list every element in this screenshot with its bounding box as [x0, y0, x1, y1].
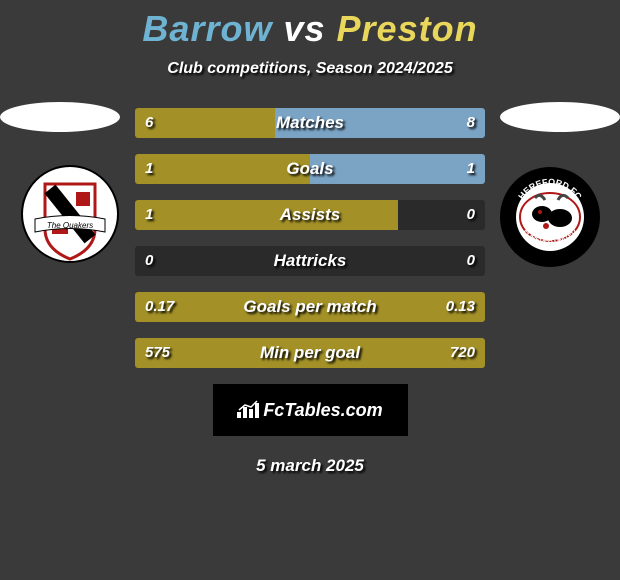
brand-text: FcTables.com — [263, 400, 382, 421]
bar-row: 6Matches8 — [135, 108, 485, 138]
bar-row: 575Min per goal720 — [135, 338, 485, 368]
bar-label: Goals — [135, 154, 485, 184]
bar-value-right: 1 — [467, 154, 475, 184]
bar-value-right: 0 — [467, 246, 475, 276]
bar-row: 1Goals1 — [135, 154, 485, 184]
bar-value-right: 720 — [450, 338, 475, 368]
ellipse-right — [500, 102, 620, 132]
bar-value-right: 0 — [467, 200, 475, 230]
chart-icon — [237, 400, 259, 421]
bar-row: 0.17Goals per match0.13 — [135, 292, 485, 322]
team-b-name: Preston — [337, 8, 478, 49]
bar-label: Assists — [135, 200, 485, 230]
bar-row: 1Assists0 — [135, 200, 485, 230]
subtitle: Club competitions, Season 2024/2025 — [0, 60, 620, 78]
comparison-bars: 6Matches81Goals11Assists00Hattricks00.17… — [135, 108, 485, 368]
bar-value-right: 0.13 — [446, 292, 475, 322]
bar-label: Hattricks — [135, 246, 485, 276]
footer-date: 5 march 2025 — [0, 456, 620, 476]
bar-value-right: 8 — [467, 108, 475, 138]
content-area: The Quakers HEREFORD FC FOREVER UNITED 6… — [0, 108, 620, 476]
bar-label: Min per goal — [135, 338, 485, 368]
crest-right-svg: HEREFORD FC FOREVER UNITED — [500, 164, 600, 274]
team-a-name: Barrow — [142, 8, 272, 49]
bar-label: Matches — [135, 108, 485, 138]
crest-left-svg: The Quakers — [20, 164, 120, 274]
crest-right: HEREFORD FC FOREVER UNITED — [500, 164, 600, 274]
ellipse-left — [0, 102, 120, 132]
bar-row: 0Hattricks0 — [135, 246, 485, 276]
crest-left-text: The Quakers — [47, 221, 93, 230]
bar-label: Goals per match — [135, 292, 485, 322]
brand-box[interactable]: FcTables.com — [213, 384, 408, 436]
crest-left: The Quakers — [20, 164, 120, 274]
match-title: Barrow vs Preston — [0, 0, 620, 50]
vs-text: vs — [283, 8, 325, 49]
